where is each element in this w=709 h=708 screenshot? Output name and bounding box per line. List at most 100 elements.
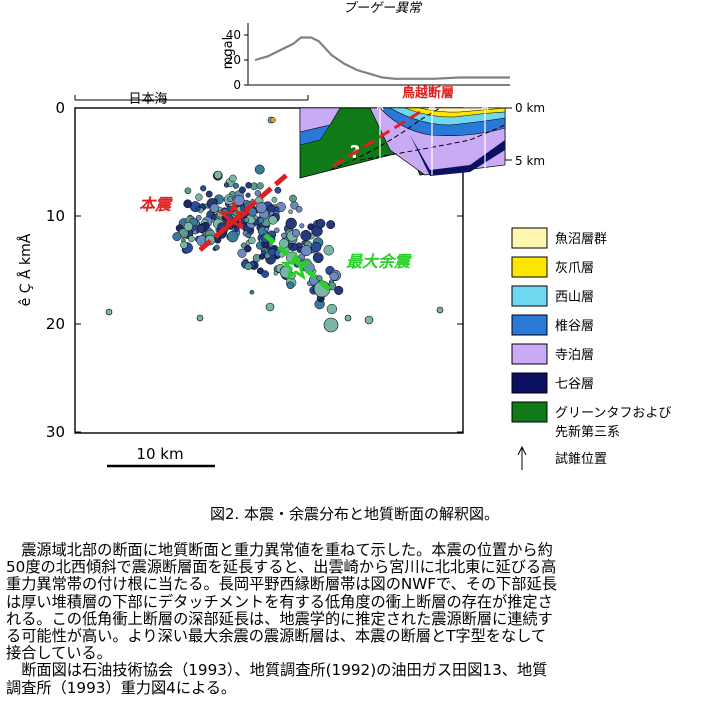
hypocenter-dot <box>344 314 352 322</box>
hypocenter-dot <box>192 229 198 235</box>
hypocenter-dot <box>258 253 266 260</box>
legend-label: 椎谷層 <box>555 319 594 334</box>
hypocenter-dot <box>334 285 344 295</box>
hypocenter-dot <box>237 248 247 258</box>
mainshock-label: 本震 <box>139 195 173 214</box>
gravity-panel: ブーゲー異常 mgal 40 20 0 <box>221 0 510 92</box>
hypocenter-dot <box>273 271 279 276</box>
gravity-profile-line <box>254 36 510 80</box>
section-depth-tick: 5 km <box>515 154 545 168</box>
hypocenter-dot <box>264 226 270 232</box>
gravity-tick-label: 40 <box>226 28 241 42</box>
hypocenter-dot <box>323 244 335 256</box>
gravity-tick-label: 0 <box>233 78 241 92</box>
hypocenter-dot <box>295 205 303 213</box>
legend-swatch <box>511 372 548 394</box>
hypocenter-dot <box>289 194 297 203</box>
hypocenter-dot <box>195 206 201 212</box>
hypocenter-dot <box>300 229 312 242</box>
hypocenter-dot <box>257 217 265 224</box>
legend-swatch <box>511 401 548 423</box>
hypocenter-dot <box>245 182 252 189</box>
hypocenter-dot <box>329 271 339 281</box>
hypocenter-dot <box>323 317 339 333</box>
hypocenter-dot <box>274 227 280 234</box>
mainshock-star-icon <box>217 199 251 231</box>
body-line: 断面図は石油技術協会（1993）、地質調査所(1992)の油田ガス田図13、地質 <box>6 661 548 680</box>
scale-label: 10 km <box>136 445 183 463</box>
hypocenter-dot <box>227 196 234 203</box>
hypocenter-dot <box>292 228 301 238</box>
hypocenter-dot <box>229 174 237 183</box>
depth-axis-label: ê Ç Å kmÅ <box>17 233 34 306</box>
hypocenter-dot <box>286 281 295 290</box>
body-line: 震源域北部の断面に地質断面と重力異常値を重ねて示した。本震の位置から約 <box>6 541 553 559</box>
hypocenter-dot <box>274 186 282 194</box>
figure: ブーゲー異常 mgal 40 20 0 日本海 0 10 20 30 ê Ç Å kmÅ <box>17 0 671 470</box>
hypocenter-dot <box>268 248 277 257</box>
legend-swatch <box>511 227 548 249</box>
body-line: れる。この低角衝上断層の深部延長は、地震学的に推定された震源断層に連続す <box>6 609 553 628</box>
hypocenter-dot <box>253 215 259 221</box>
hypocenter-dot <box>248 236 256 245</box>
hypocenter-dot <box>268 215 278 225</box>
geological-section: ? 鳥越断層 0 km 5 km <box>299 85 545 179</box>
hypocenter-dot <box>245 232 252 239</box>
depth-tick-label: 10 <box>46 207 65 225</box>
hypocenter-panel: 日本海 0 10 20 30 ê Ç Å kmÅ <box>17 85 545 468</box>
hypocenter-dot <box>205 190 213 198</box>
legend-label: 先新第三系 <box>555 424 620 440</box>
hypocenter-dot <box>184 187 192 195</box>
hypocenter-dot <box>195 214 202 221</box>
legend-label: 七谷層 <box>555 377 594 392</box>
depth-tick-label: 20 <box>46 315 65 333</box>
hypocenter-dot <box>265 302 275 312</box>
aftershock-label: 最大余震 <box>346 252 412 271</box>
legend-swatch <box>511 285 548 307</box>
hypocenter-dot <box>209 203 220 213</box>
hypocenter-dot <box>213 244 220 251</box>
body-line: 重力異常帯の付け根に当たる。長岡平野西縁断層帯は図のNWFで、その下部延長 <box>6 575 557 594</box>
hypocenter-dot <box>271 196 278 203</box>
hypocenter-dot <box>244 245 252 253</box>
section-depth-tick: 0 km <box>515 101 545 115</box>
gravity-tick-label: 20 <box>226 53 241 67</box>
hypocenter-dot <box>195 193 203 201</box>
legend-label: 試錐位置 <box>555 451 607 467</box>
hypocenter-dot <box>312 252 324 264</box>
hypocenter-dot <box>315 218 326 229</box>
hypocenter-dot <box>364 315 374 325</box>
depth-tick-label: 0 <box>55 99 65 117</box>
fault-label: 鳥越断層 <box>402 85 454 101</box>
body-text: 震源域北部の断面に地質断面と重力異常値を重ねて示した。本震の位置から約 50度の… <box>6 541 704 697</box>
hypocenter-dot <box>188 235 195 243</box>
hypocenter-dot <box>232 182 239 189</box>
hypocenter-dot <box>105 308 113 316</box>
legend-label: 寺泊層 <box>555 348 594 363</box>
depth-tick-label: 30 <box>46 423 65 441</box>
hypocenter-dot <box>233 225 240 232</box>
hypocenter-dot <box>300 245 312 257</box>
hypocenter-dot <box>196 314 204 322</box>
body-line: る可能性が高い。より深い最大余震の震源断層は、本震の断層とT字型をなして <box>6 627 547 646</box>
hypocenter-dot <box>261 270 269 278</box>
legend-label: 灰爪層 <box>555 261 594 276</box>
hypocenter-dot <box>299 223 305 229</box>
aftershock-star-icon <box>280 250 312 281</box>
hypocenter-dot <box>200 185 207 192</box>
legend-label: 西山層 <box>555 290 594 305</box>
hypocenter-dot <box>183 199 193 209</box>
hypocenter-dot <box>245 192 251 198</box>
hypocenter-dot <box>233 194 245 206</box>
hypocenter-dot <box>254 190 261 197</box>
legend-swatch <box>511 256 548 278</box>
hypocenter-dot <box>287 243 294 249</box>
body-line: 50度の北西傾斜で震源断層面を延長すると、出雲崎から宮川に北北東に延びる高 <box>6 558 557 577</box>
hypocenter-dot <box>243 217 250 223</box>
hypocenter-dot <box>326 220 336 230</box>
hypocenter-dot <box>196 224 206 233</box>
hypocenter-dot <box>285 217 297 230</box>
hypocenter-dot <box>288 209 293 214</box>
legend-swatch <box>511 314 548 336</box>
